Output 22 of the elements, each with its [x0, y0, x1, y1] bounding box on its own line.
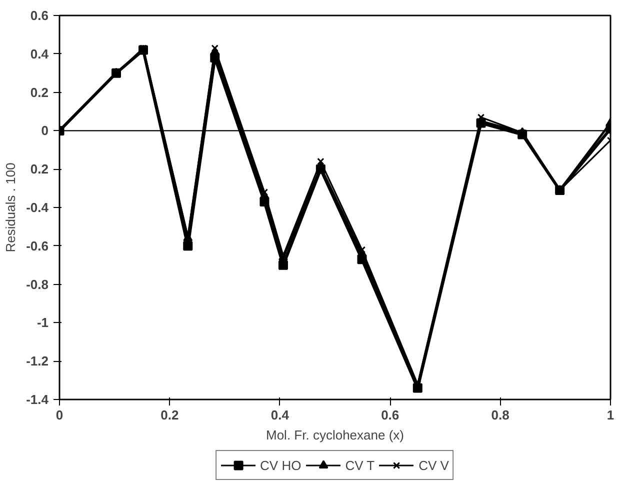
- y-tick-label: -1.2: [26, 354, 49, 369]
- y-tick-label: 0.2: [30, 84, 49, 100]
- x-axis-title: Mol. Fr. cyclohexane (x): [266, 428, 404, 442]
- legend-label: CV HO: [260, 458, 302, 472]
- legend-label: CV V: [418, 458, 449, 472]
- y-tick-label: 0: [41, 123, 49, 138]
- y-tick-label: 0.6: [30, 8, 49, 23]
- y-tick-label: 0.2: [30, 162, 49, 177]
- x-tick-label: 0: [56, 408, 64, 422]
- y-tick-label: 0.4: [30, 46, 50, 62]
- y-axis-title: Residuals . 100: [3, 162, 18, 252]
- y-tick-label: -0.8: [26, 276, 49, 292]
- x-tick-label: 0.6: [381, 408, 400, 422]
- x-tick-label: 1: [606, 408, 614, 422]
- x-tick-label: 0.8: [491, 408, 510, 422]
- y-tick-label: -0.6: [26, 238, 49, 254]
- y-tick-label: -0.4: [26, 200, 50, 215]
- x-tick-label: 0.2: [160, 408, 179, 422]
- legend-label: CV T: [345, 458, 375, 472]
- y-tick-label: -1.4: [26, 392, 50, 407]
- x-tick-label: 0.4: [270, 408, 290, 422]
- y-tick-label: -1: [36, 315, 49, 330]
